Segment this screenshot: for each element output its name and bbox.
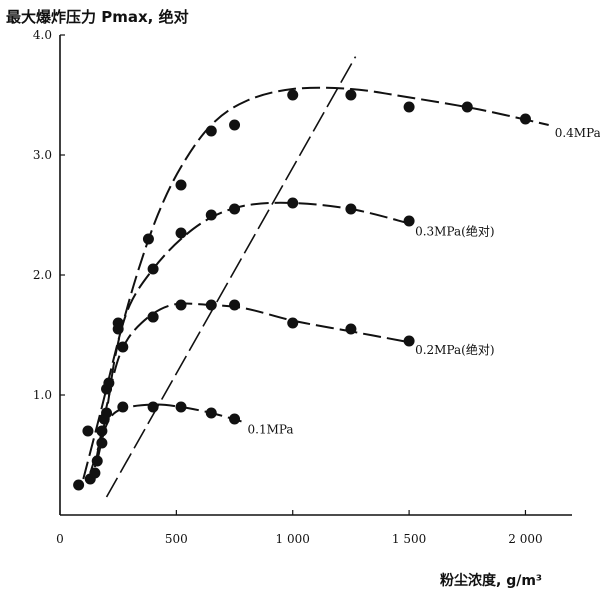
series-labels: 0.4MPa(绝对) 0.3MPa(绝对) 0.2MPa(绝对) 0.1MPa xyxy=(248,125,600,436)
data-point xyxy=(142,233,154,245)
data-point xyxy=(147,311,159,323)
data-point xyxy=(287,89,299,101)
data-point xyxy=(461,101,473,113)
data-point xyxy=(101,407,113,419)
data-point xyxy=(287,197,299,209)
series-label-1: 0.3MPa(绝对) xyxy=(415,223,494,238)
data-point xyxy=(205,125,217,137)
data-point xyxy=(205,299,217,311)
data-point xyxy=(345,203,357,215)
data-point xyxy=(205,407,217,419)
series-curve-2 xyxy=(93,302,410,468)
y-tick-label: 4.0 xyxy=(33,28,52,42)
data-point xyxy=(117,401,129,413)
data-point xyxy=(82,425,94,437)
series-curve-3 xyxy=(96,403,242,462)
reference-line xyxy=(105,56,357,498)
y-tick-label: 3.0 xyxy=(33,148,52,162)
data-point xyxy=(229,299,241,311)
data-point xyxy=(117,341,129,353)
data-point xyxy=(147,263,159,275)
data-point xyxy=(89,467,101,479)
data-point xyxy=(345,89,357,101)
data-point xyxy=(205,209,217,221)
y-tick-label: 2.0 xyxy=(33,268,52,282)
data-point xyxy=(96,437,108,449)
x-axis-label: 粉尘浓度, g/m³ xyxy=(440,573,543,589)
data-point xyxy=(147,401,159,413)
axes: 0 500 1 000 1 500 2 000 1.0 2.0 3.0 4.0 xyxy=(33,28,572,546)
chart-title: 最大爆炸压力 Pmax, 绝对 xyxy=(6,8,189,26)
y-tick-label: 1.0 xyxy=(33,388,52,402)
data-point xyxy=(403,215,415,227)
data-point xyxy=(519,113,531,125)
data-point xyxy=(96,425,108,437)
data-point xyxy=(73,479,85,491)
data-point xyxy=(91,455,103,467)
series-curve-1 xyxy=(89,201,410,474)
x-tick-label: 500 xyxy=(165,532,188,546)
data-point xyxy=(287,317,299,329)
data-point xyxy=(175,227,187,239)
series-label-2: 0.2MPa(绝对) xyxy=(415,342,494,357)
data-point xyxy=(229,203,241,215)
data-point xyxy=(403,101,415,113)
x-tick-label: 1 000 xyxy=(276,532,310,546)
series-label-0: 0.4MPa(绝对) xyxy=(555,125,600,140)
data-point xyxy=(175,401,187,413)
series-curves xyxy=(82,56,549,498)
x-tick-label: 2 000 xyxy=(508,532,542,546)
data-point xyxy=(103,377,115,389)
data-point xyxy=(112,323,124,335)
series-curve-0 xyxy=(82,86,549,480)
data-point xyxy=(229,413,241,425)
data-point xyxy=(175,179,187,191)
x-tick-label: 1 500 xyxy=(392,532,426,546)
x-tick-label: 0 xyxy=(56,532,64,546)
series-label-3: 0.1MPa xyxy=(248,422,294,436)
data-point xyxy=(175,299,187,311)
data-point xyxy=(403,335,415,347)
data-point xyxy=(345,323,357,335)
data-points xyxy=(73,89,531,491)
data-point xyxy=(229,119,241,131)
